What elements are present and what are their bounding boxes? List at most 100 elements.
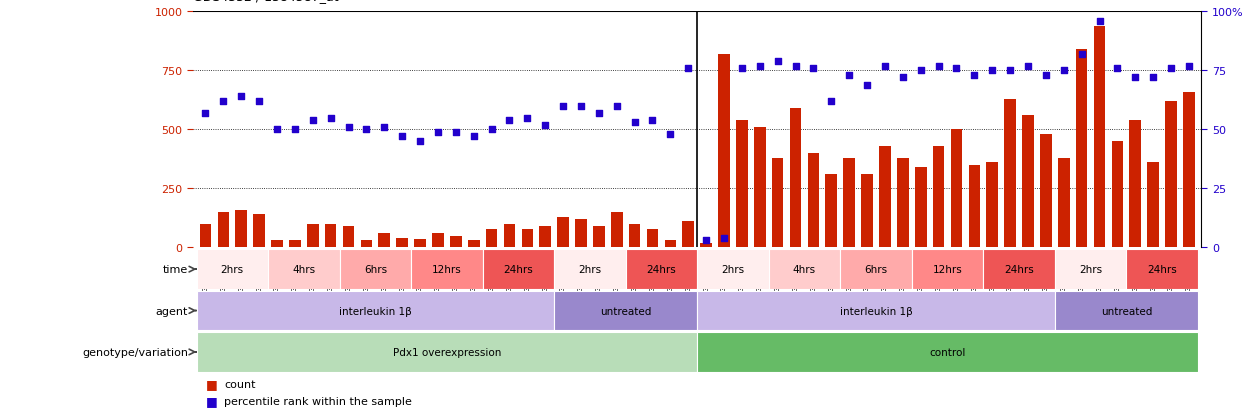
Text: GDS4332 / 1384587_at: GDS4332 / 1384587_at xyxy=(193,0,339,3)
Point xyxy=(303,117,322,124)
Bar xyxy=(1055,291,1198,330)
Bar xyxy=(554,291,697,330)
Bar xyxy=(483,250,554,289)
Bar xyxy=(415,240,426,248)
Bar xyxy=(218,212,229,248)
Bar xyxy=(1022,116,1033,248)
Bar xyxy=(378,234,390,248)
Text: 4hrs: 4hrs xyxy=(293,264,315,275)
Point xyxy=(232,94,251,100)
Text: agent: agent xyxy=(156,306,188,316)
Point xyxy=(213,99,233,105)
Point xyxy=(696,237,716,244)
Point xyxy=(822,99,842,105)
Point xyxy=(1143,75,1163,82)
Bar xyxy=(342,227,355,248)
Text: 4hrs: 4hrs xyxy=(793,264,815,275)
Bar xyxy=(646,229,659,248)
Bar xyxy=(736,121,748,248)
Bar xyxy=(697,250,768,289)
Bar xyxy=(933,147,945,248)
Bar xyxy=(199,224,212,248)
Text: 24hrs: 24hrs xyxy=(1147,264,1177,275)
Point xyxy=(732,66,752,72)
Text: 2hrs: 2hrs xyxy=(1079,264,1102,275)
Text: control: control xyxy=(929,347,966,357)
Point xyxy=(749,63,769,70)
Bar xyxy=(468,241,479,248)
Point xyxy=(428,129,448,136)
Point xyxy=(1089,19,1109,25)
Bar xyxy=(197,332,697,372)
Point xyxy=(249,99,269,105)
Bar xyxy=(896,158,909,248)
Point xyxy=(195,110,215,117)
Point xyxy=(375,124,395,131)
Point xyxy=(679,66,698,72)
Bar xyxy=(308,224,319,248)
Bar xyxy=(1129,121,1142,248)
Point xyxy=(410,139,430,145)
Bar xyxy=(682,222,693,248)
Bar xyxy=(325,224,336,248)
Bar xyxy=(361,241,372,248)
Bar xyxy=(486,229,498,248)
Point xyxy=(606,103,626,110)
Point xyxy=(839,73,859,79)
Text: ■: ■ xyxy=(205,377,217,391)
Text: 6hrs: 6hrs xyxy=(864,264,888,275)
Text: interleukin 1β: interleukin 1β xyxy=(839,306,913,316)
Text: 6hrs: 6hrs xyxy=(364,264,387,275)
Point xyxy=(518,115,538,121)
Bar xyxy=(665,241,676,248)
Point xyxy=(1179,63,1199,70)
Point xyxy=(625,120,645,126)
Point xyxy=(946,66,966,72)
Bar xyxy=(253,215,265,248)
Bar xyxy=(1076,50,1087,248)
Bar xyxy=(843,158,855,248)
Bar xyxy=(539,227,552,248)
Text: percentile rank within the sample: percentile rank within the sample xyxy=(224,396,412,406)
Point xyxy=(553,103,573,110)
Bar xyxy=(197,291,554,330)
Point xyxy=(589,110,609,117)
Bar xyxy=(1005,100,1016,248)
Bar xyxy=(268,250,340,289)
Bar xyxy=(789,109,802,248)
Bar xyxy=(432,234,443,248)
Bar xyxy=(554,250,626,289)
Bar xyxy=(697,332,1198,372)
Text: 12hrs: 12hrs xyxy=(432,264,462,275)
Text: genotype/variation: genotype/variation xyxy=(82,347,188,357)
Bar xyxy=(969,165,980,248)
Bar xyxy=(1040,135,1052,248)
Point xyxy=(660,131,680,138)
Point xyxy=(1000,68,1020,75)
Bar xyxy=(911,250,984,289)
Bar xyxy=(396,238,408,248)
Bar xyxy=(772,158,783,248)
Bar xyxy=(1112,142,1123,248)
Bar xyxy=(626,250,697,289)
Point xyxy=(321,115,341,121)
Bar xyxy=(449,236,462,248)
Bar xyxy=(986,163,998,248)
Text: 2hrs: 2hrs xyxy=(579,264,601,275)
Point xyxy=(392,134,412,140)
Text: 12hrs: 12hrs xyxy=(933,264,962,275)
Text: 24hrs: 24hrs xyxy=(1005,264,1033,275)
Point xyxy=(356,127,376,133)
Point xyxy=(965,73,985,79)
Point xyxy=(982,68,1002,75)
Point xyxy=(285,127,305,133)
Point xyxy=(1053,68,1073,75)
Bar xyxy=(1183,93,1195,248)
Point xyxy=(1162,66,1182,72)
Bar xyxy=(1127,250,1198,289)
Point xyxy=(499,117,519,124)
Bar xyxy=(1093,26,1106,248)
Bar xyxy=(197,250,268,289)
Bar xyxy=(504,224,515,248)
Point xyxy=(482,127,502,133)
